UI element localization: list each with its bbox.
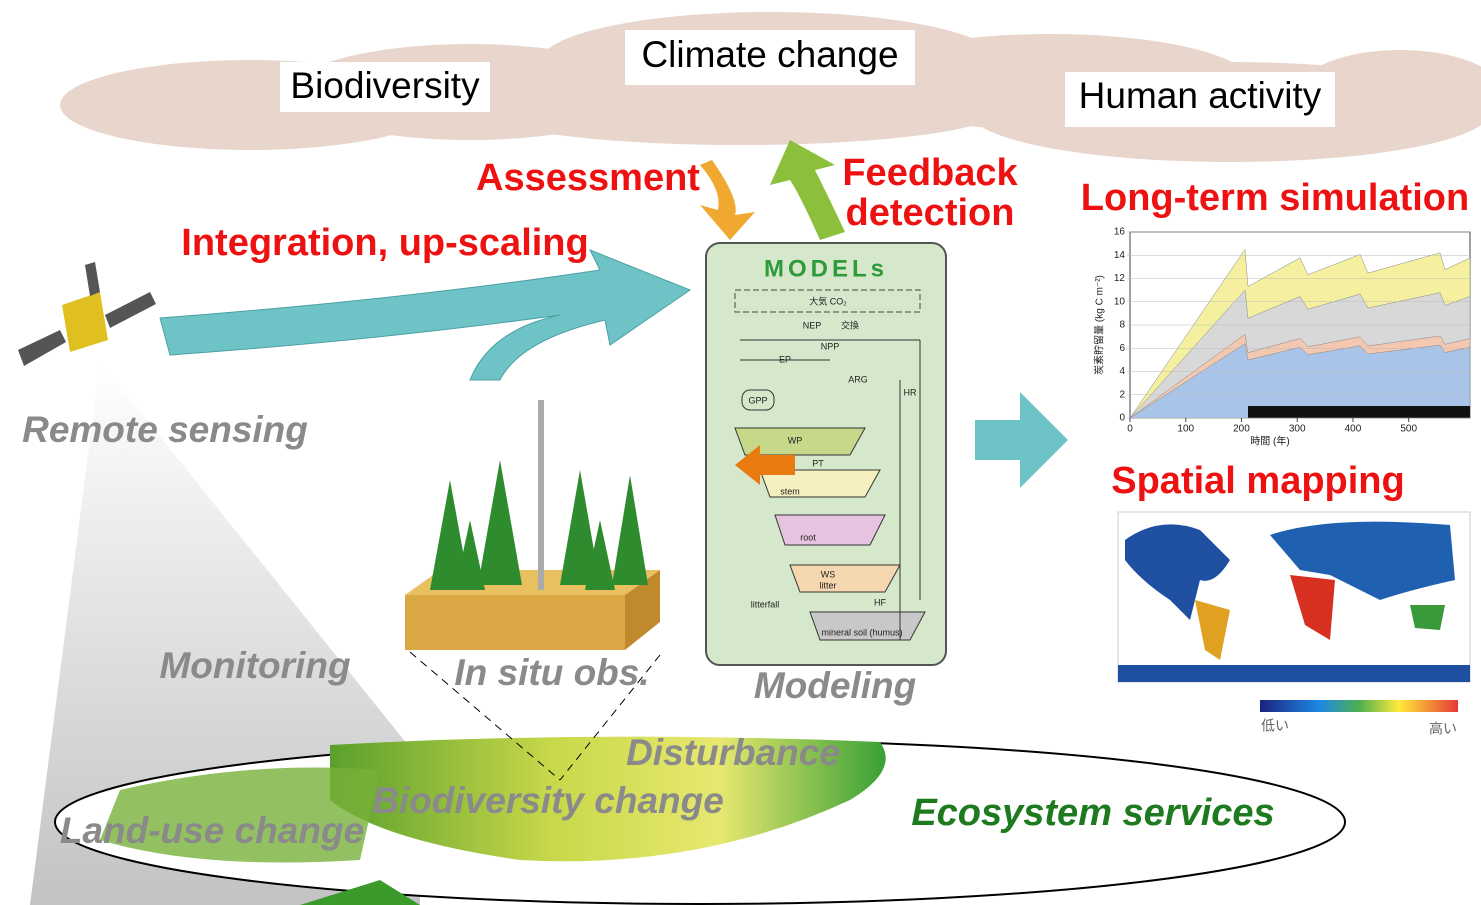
- activity-label: Remote sensing: [22, 409, 308, 450]
- x-tick-label: 100: [1177, 424, 1194, 435]
- x-tick-label: 200: [1233, 424, 1250, 435]
- model-title: MODELs: [764, 255, 888, 282]
- flow-label: detection: [846, 192, 1015, 234]
- y-tick-label: 4: [1119, 366, 1125, 377]
- model-label: WS: [821, 569, 836, 579]
- x-tick-label: 300: [1289, 424, 1306, 435]
- model-label: NEP: [803, 320, 822, 330]
- x-axis-label: 時間 (年): [1250, 435, 1289, 448]
- model-label: 交換: [841, 319, 859, 330]
- model-label: root: [800, 532, 816, 542]
- model-label: litterfall: [751, 599, 780, 609]
- label-bg: [625, 30, 915, 85]
- land-map: [100, 767, 380, 863]
- scale-label: 低い: [1261, 718, 1289, 734]
- sim-band: [1248, 406, 1470, 418]
- model-label: litter: [819, 580, 836, 590]
- y-tick-label: 12: [1114, 273, 1126, 284]
- activity-label: Ecosystem services: [911, 792, 1274, 834]
- activity-label: Disturbance: [626, 732, 840, 773]
- label-bg: [280, 62, 490, 112]
- label-bg: [1065, 72, 1335, 127]
- model-schema: [734, 339, 926, 641]
- cloud-label: Climate change: [641, 34, 898, 75]
- output-title: Spatial mapping: [1111, 460, 1404, 502]
- feedback-arrow: [770, 140, 845, 240]
- output-arrow: [975, 392, 1068, 488]
- color-scale: [1260, 700, 1458, 712]
- output-title: Long-term simulation: [1081, 177, 1469, 219]
- model-label: WP: [788, 435, 803, 445]
- zoom-line: [559, 654, 661, 781]
- forest-plot: [405, 400, 660, 650]
- activity-label: In situ obs.: [454, 652, 649, 693]
- x-tick-label: 400: [1345, 424, 1362, 435]
- y-tick-label: 0: [1119, 413, 1125, 424]
- scale-label: 高い: [1429, 721, 1457, 737]
- model-label: EP: [779, 354, 791, 364]
- model-box: [734, 289, 921, 313]
- x-tick-label: 0: [1127, 424, 1133, 435]
- world-map: [1117, 511, 1471, 683]
- model-arrow: [735, 445, 795, 485]
- activity-label: Modeling: [754, 665, 916, 706]
- flow-label: Integration, up-scaling: [181, 222, 588, 264]
- model-label: HF: [874, 597, 886, 607]
- land-map: [300, 880, 420, 905]
- land-map: [330, 736, 886, 862]
- model-label: NPP: [821, 341, 840, 351]
- flow-label: Assessment: [476, 157, 700, 199]
- y-tick-label: 14: [1114, 250, 1126, 261]
- activity-label: Biodiversity change: [372, 780, 724, 821]
- model-label: HR: [904, 387, 917, 397]
- y-tick-label: 6: [1119, 343, 1125, 354]
- model-label: ARG: [848, 374, 868, 384]
- y-axis-label: 炭素貯留量 (kg C m⁻²): [1093, 275, 1106, 375]
- y-tick-label: 16: [1114, 227, 1126, 238]
- model-label: stem: [780, 486, 800, 496]
- model-label: GPP: [748, 395, 767, 405]
- zoom-line: [409, 651, 561, 781]
- y-tick-label: 10: [1114, 296, 1126, 307]
- cloud-label: Human activity: [1079, 75, 1322, 116]
- activity-label: Land-use change: [60, 810, 364, 851]
- satellite: [18, 262, 156, 366]
- model-label: PT: [812, 458, 824, 468]
- cloud-label: Biodiversity: [290, 65, 480, 106]
- simulation-plot: 0 2 4 6 8 10 12 14 16 0 100 200 300 400 500 時間 (年) 炭素貯留量…: [1093, 227, 1471, 448]
- flow-label: Feedback: [842, 152, 1018, 194]
- y-tick-label: 2: [1119, 389, 1125, 400]
- model-label: 大気 CO₂: [809, 295, 847, 306]
- x-tick-label: 500: [1400, 424, 1417, 435]
- upscaling-arrow: [159, 249, 692, 381]
- activity-label: Monitoring: [159, 645, 350, 686]
- y-tick-label: 8: [1119, 320, 1125, 331]
- sim-band: [1129, 343, 1471, 419]
- model-label: mineral soil (humus): [821, 627, 902, 637]
- assessment-arrow: [700, 160, 755, 240]
